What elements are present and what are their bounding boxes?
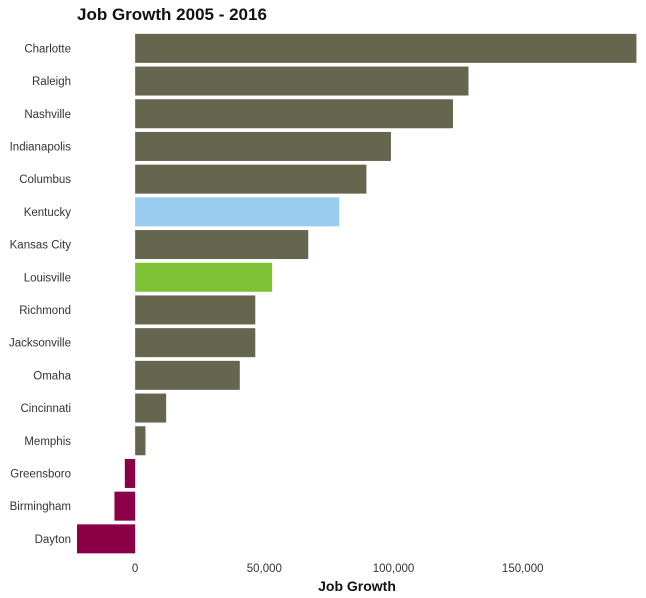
x-tick-labels-group: 0 50,000 100,000 150,000 [132,563,544,575]
category-label-birmingham: Birmingham [10,501,71,513]
bar-memphis [135,426,146,456]
bar-jacksonville [135,328,256,358]
category-label-greensboro: Greensboro [10,468,71,480]
category-labels-group: Charlotte Raleigh Nashville Indianapolis Col… [9,43,72,545]
category-label-kansas-city: Kansas City [10,240,72,252]
x-tick-label: 50,000 [247,563,282,575]
category-label-richmond: Richmond [19,305,71,317]
category-label-omaha: Omaha [33,370,71,382]
bar-kansas-city [135,230,309,260]
bar-columbus [135,164,367,194]
category-label-charlotte: Charlotte [24,43,71,55]
x-axis-title: Job Growth [318,578,396,594]
bar-omaha [135,360,240,390]
category-label-dayton: Dayton [35,534,71,546]
bar-richmond [135,295,256,325]
category-label-indianapolis: Indianapolis [10,141,72,153]
bar-birmingham [114,491,136,521]
category-label-raleigh: Raleigh [32,76,71,88]
category-label-memphis: Memphis [24,436,71,448]
category-label-cincinnati: Cincinnati [21,403,72,415]
category-label-nashville: Nashville [24,109,71,121]
category-label-jacksonville: Jacksonville [9,338,71,350]
bar-louisville [135,262,273,292]
category-label-louisville: Louisville [24,272,71,284]
bar-charlotte [135,33,637,63]
bar-dayton [77,524,136,554]
x-tick-label: 150,000 [502,563,544,575]
chart-title: Job Growth 2005 - 2016 [77,5,267,24]
category-label-kentucky: Kentucky [24,207,72,219]
x-tick-label: 100,000 [373,563,415,575]
bar-cincinnati [135,393,167,423]
bar-kentucky [135,197,340,227]
bar-greensboro [124,458,136,488]
bar-nashville [135,99,453,129]
x-tick-label: 0 [132,563,138,575]
bar-raleigh [135,66,469,96]
bar-indianapolis [135,131,391,161]
bars-group [77,33,637,554]
category-label-columbus: Columbus [19,174,71,186]
